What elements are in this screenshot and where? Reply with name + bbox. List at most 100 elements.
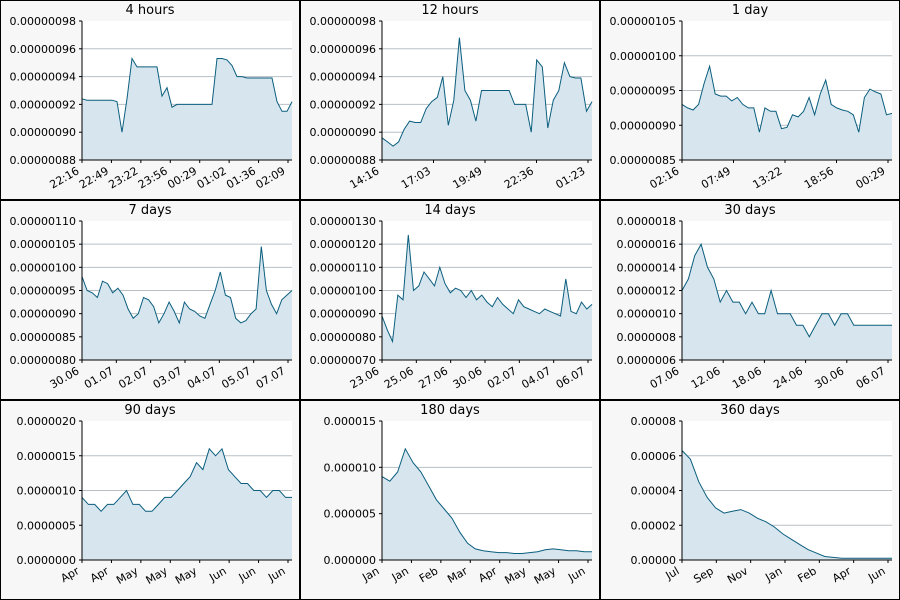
x-tick-label: 03.07: [151, 364, 185, 391]
series-line: [81, 56, 293, 133]
y-tick-label: 0.0000016: [617, 238, 677, 251]
y-tick-label: 0.00000092: [10, 98, 76, 111]
x-tick-label: Jun: [236, 564, 258, 584]
chart-panel: 7 days 0.00000110 0.00000105 0.00000100 0.00…: [0, 200, 300, 400]
x-tick-label: Sep: [691, 564, 715, 586]
series-area: [682, 244, 892, 360]
series-line: [81, 447, 292, 513]
x-tick-label: 07.06: [648, 364, 682, 391]
x-tick-label: 18.06: [730, 364, 764, 391]
x-tick-label: 00:29: [854, 164, 888, 191]
series-area: [682, 66, 892, 160]
x-tick-label: 30.06: [48, 364, 82, 391]
y-tick-label: 0.00000096: [10, 43, 76, 56]
x-tick-label: Jun: [206, 564, 228, 584]
series-area: [382, 234, 592, 360]
x-tick-label: 05.07: [219, 364, 253, 391]
y-tick-label: 0.00000095: [610, 85, 676, 98]
x-tick-label: 02.07: [485, 364, 519, 391]
chart-panel: 180 days 0.000015 0.000010 0.000005 0.000000…: [300, 400, 600, 600]
x-tick-label: 17:03: [399, 164, 433, 191]
x-tick-label: 01:02: [195, 164, 229, 191]
x-tick-label: Jul: [663, 564, 682, 582]
x-tick-label: Apr: [59, 564, 82, 585]
y-tick-label: 0.000015: [324, 415, 377, 428]
x-tick-label: May: [532, 564, 559, 587]
chart-title: 14 days: [424, 203, 476, 218]
x-tick-label: Feb: [417, 564, 440, 585]
x-tick-label: 04.07: [519, 364, 553, 391]
y-tick-label: 0.0000000: [17, 554, 77, 567]
x-tick-label: Jan: [389, 564, 411, 584]
y-tick-label: 0.00000100: [610, 50, 676, 63]
x-tick-label: May: [144, 564, 171, 587]
y-tick-label: 0.0000012: [617, 285, 677, 298]
x-tick-label: 23.06: [348, 364, 382, 391]
y-tick-label: 0.000000: [324, 554, 377, 567]
x-tick-label: 02.07: [116, 364, 150, 391]
y-tick-label: 0.00000100: [10, 261, 76, 274]
series-area: [382, 37, 592, 161]
chart-title: 180 days: [420, 403, 480, 418]
series-line: [681, 242, 892, 338]
x-tick-label: 14:16: [348, 164, 382, 191]
chart-panel: 4 hours 0.00000098 0.00000096 0.00000094 0.0…: [0, 0, 300, 200]
y-tick-label: 0.00002: [631, 519, 677, 532]
y-tick-label: 0.0000020: [17, 415, 77, 428]
y-tick-label: 0.00000090: [310, 308, 376, 321]
chart-svg: 0.00000098 0.00000096 0.00000094 0.00000092…: [310, 15, 593, 191]
y-tick-label: 0.0000018: [617, 215, 677, 228]
x-tick-label: 13:22: [751, 164, 785, 191]
y-tick-label: 0.00000090: [10, 126, 76, 139]
y-tick-label: 0.000010: [324, 461, 377, 474]
series-area: [682, 450, 892, 560]
series-line: [681, 64, 893, 133]
x-tick-label: Nov: [725, 564, 751, 586]
y-tick-label: 0.00000110: [310, 261, 376, 274]
chart-svg: 0.00000105 0.00000100 0.00000095 0.00000090…: [610, 15, 893, 191]
y-tick-label: 0.00000094: [310, 71, 376, 84]
chart-title: 1 day: [731, 3, 769, 18]
x-tick-label: 07:49: [699, 164, 733, 191]
y-tick-label: 0.00000080: [10, 354, 76, 367]
x-tick-label: 22:36: [502, 164, 536, 191]
x-tick-label: 27.06: [416, 364, 450, 391]
x-tick-label: Jan: [359, 564, 381, 584]
chart-svg: 0.00000130 0.00000120 0.00000110 0.00000100…: [310, 215, 593, 391]
x-tick-label: 01:36: [224, 164, 258, 191]
chart-svg: 0.0000018 0.0000016 0.0000014 0.0000012 0.00…: [617, 215, 892, 391]
x-tick-label: 18:56: [802, 164, 836, 191]
chart-svg: 0.00000110 0.00000105 0.00000100 0.00000095…: [10, 215, 293, 391]
x-tick-label: 24.06: [771, 364, 805, 391]
x-tick-label: 04.07: [185, 364, 219, 391]
chart-title: 4 hours: [125, 3, 175, 18]
y-tick-label: 0.00000080: [310, 331, 376, 344]
series-area: [82, 448, 292, 560]
y-tick-label: 0.00000085: [610, 154, 676, 167]
chart-panel: 14 days 0.00000130 0.00000120 0.00000110 0.0…: [300, 200, 600, 400]
y-tick-label: 0.0000015: [17, 450, 77, 463]
y-tick-label: 0.00006: [631, 450, 677, 463]
series-area: [382, 448, 592, 560]
x-tick-label: May: [173, 564, 200, 587]
x-tick-label: 25.06: [382, 364, 416, 391]
series-line: [381, 37, 593, 147]
x-tick-label: Jun: [865, 564, 887, 584]
y-tick-label: 0.00000110: [10, 215, 76, 228]
y-tick-label: 0.00000105: [10, 238, 76, 251]
y-tick-label: 0.00000: [631, 554, 677, 567]
y-tick-label: 0.0000010: [617, 308, 677, 321]
y-tick-label: 0.00000090: [10, 308, 76, 321]
x-tick-label: May: [114, 564, 141, 587]
y-tick-label: 0.00000095: [10, 285, 76, 298]
x-tick-label: Jun: [265, 564, 287, 584]
x-tick-label: Apr: [476, 564, 499, 585]
y-tick-label: 0.0000014: [617, 261, 677, 274]
x-tick-label: 07.07: [254, 364, 288, 391]
y-tick-label: 0.00004: [631, 485, 677, 498]
x-tick-label: Apr: [830, 564, 853, 585]
x-tick-label: Jan: [762, 564, 784, 584]
y-tick-label: 0.00000098: [310, 15, 376, 28]
